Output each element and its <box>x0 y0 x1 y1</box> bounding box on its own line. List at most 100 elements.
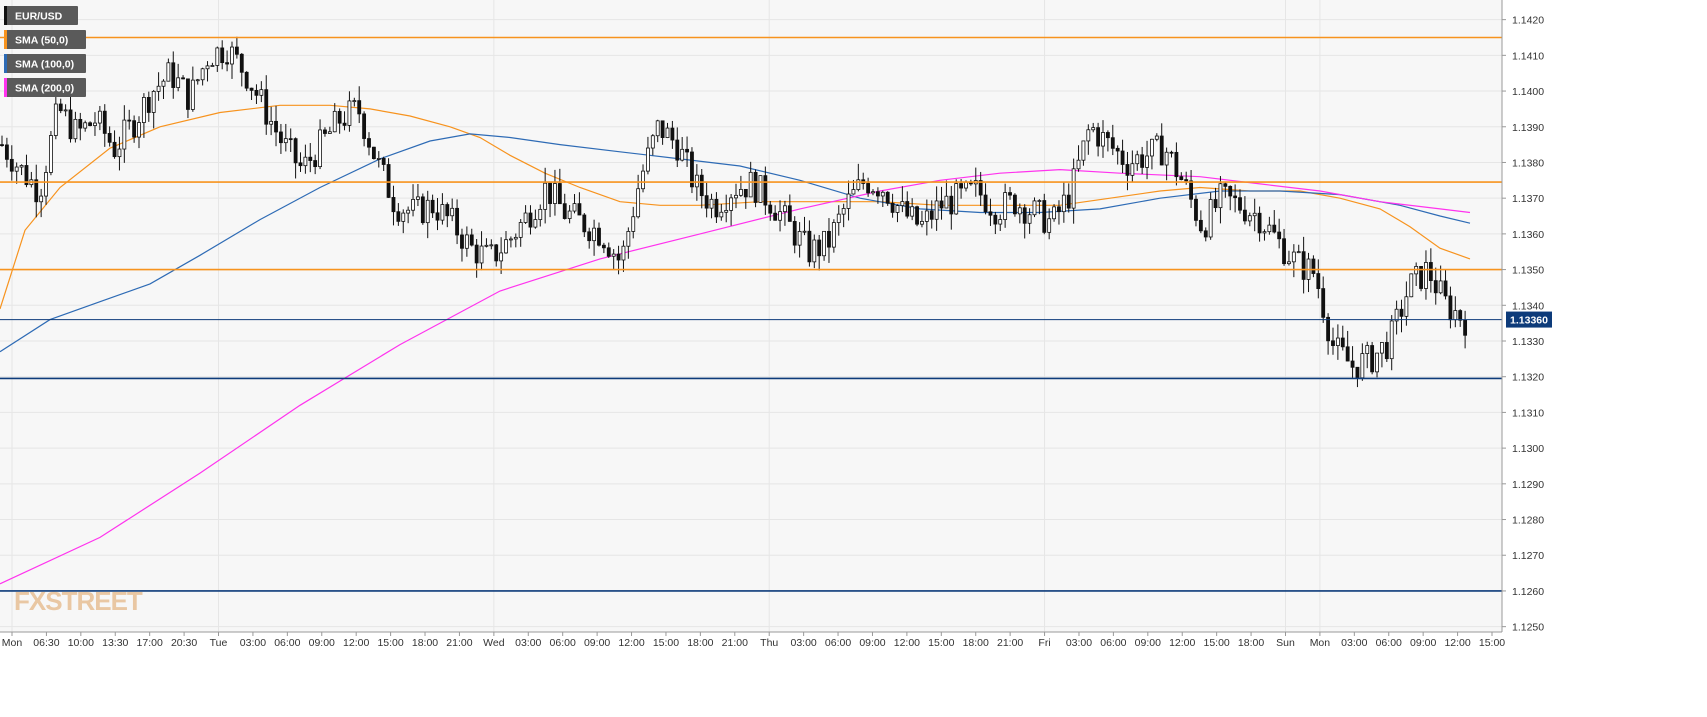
candle-down <box>582 214 587 233</box>
candle-up <box>729 197 734 211</box>
candle-up <box>636 188 641 218</box>
candle-down <box>773 212 778 221</box>
candle-down <box>807 230 812 263</box>
candle-up <box>783 205 787 213</box>
candle-up <box>758 175 763 203</box>
candle-down <box>1110 137 1115 149</box>
x-tick-label: 03:00 <box>1066 637 1092 649</box>
candle-down <box>445 204 450 217</box>
x-tick-label: 03:00 <box>515 637 541 649</box>
candle-up <box>283 138 288 144</box>
candle-up <box>880 191 885 197</box>
candle-up <box>646 147 650 172</box>
candle-down <box>0 144 4 147</box>
candle-up <box>1409 273 1414 298</box>
candle-up <box>1438 280 1443 294</box>
candle-down <box>435 212 440 221</box>
candle-down <box>68 109 73 140</box>
candle-down <box>293 138 298 164</box>
candle-down <box>1433 280 1438 294</box>
candle-up <box>626 231 631 247</box>
candle-down <box>597 227 601 246</box>
candle-down <box>792 221 797 246</box>
candle-down <box>890 202 895 213</box>
candle-down <box>675 139 680 161</box>
candle-up <box>156 85 161 92</box>
candle-up <box>650 135 655 149</box>
y-tick-label: 1.1340 <box>1512 300 1544 312</box>
y-tick-label: 1.1330 <box>1512 336 1544 348</box>
candle-up <box>489 244 494 247</box>
candle-down <box>1233 195 1238 199</box>
candle-up <box>1453 310 1458 321</box>
candle-down <box>1350 360 1355 368</box>
candle-down <box>1311 258 1316 274</box>
candle-up <box>1091 127 1096 131</box>
candle-down <box>1105 132 1110 139</box>
horizontal-levels <box>0 36 1502 592</box>
candle-down <box>494 244 499 262</box>
x-tick-label: 12:00 <box>1444 637 1470 649</box>
candle-down <box>601 244 606 249</box>
candle-up <box>352 100 357 103</box>
candle-down <box>1242 209 1247 222</box>
candle-down <box>1198 219 1203 232</box>
x-tick-label: 18:00 <box>1238 637 1264 649</box>
candle-up <box>1287 261 1291 265</box>
candle-down <box>690 151 694 188</box>
y-tick-label: 1.1350 <box>1512 265 1544 277</box>
candle-up <box>1003 192 1008 220</box>
candle-up <box>655 120 660 137</box>
candle-down <box>1179 176 1184 181</box>
x-tick-label: 06:00 <box>274 637 300 649</box>
x-tick-label: 09:00 <box>1135 637 1161 649</box>
x-tick-label: 21:00 <box>997 637 1023 649</box>
candle-up <box>205 65 210 70</box>
candle-up <box>122 119 127 150</box>
candle-up <box>464 234 469 249</box>
legend-item <box>4 30 86 49</box>
candle-up <box>621 245 626 261</box>
y-tick-label: 1.1260 <box>1512 586 1544 598</box>
candle-up <box>1267 224 1272 233</box>
candle-down <box>1174 151 1179 178</box>
sma-line <box>0 133 1471 353</box>
candle-down <box>1125 164 1130 176</box>
candle-up <box>778 211 782 221</box>
candle-up <box>709 198 714 209</box>
candle-down <box>357 100 362 115</box>
legend-swatch <box>4 6 7 25</box>
candle-down <box>4 144 9 160</box>
candle-up <box>1150 138 1154 157</box>
candle-down <box>186 78 190 110</box>
candle-down <box>112 141 117 158</box>
candle-down <box>1184 179 1189 182</box>
candle-down <box>58 103 63 112</box>
candle-down <box>1277 231 1282 240</box>
legend-item <box>4 54 86 73</box>
candle-up <box>611 253 616 257</box>
candle-down <box>787 205 792 222</box>
candle-up <box>411 198 415 211</box>
x-tick-label: 20:30 <box>171 637 197 649</box>
x-tick-label: 09:00 <box>859 637 885 649</box>
candle-up <box>425 199 430 224</box>
candle-down <box>704 195 709 209</box>
candle-up <box>1027 214 1032 224</box>
plot-background <box>0 0 1502 632</box>
x-tick-label: 15:00 <box>1479 637 1505 649</box>
y-tick-label: 1.1420 <box>1512 15 1544 27</box>
candle-down <box>763 175 768 206</box>
legend-label: SMA (200,0) <box>15 83 74 95</box>
legend-label: SMA (100,0) <box>15 59 74 71</box>
candle-up <box>44 172 48 197</box>
candle-up <box>802 230 807 233</box>
candle-up <box>161 80 166 87</box>
candle-up <box>1389 320 1394 360</box>
candle-up <box>1081 140 1086 161</box>
candle-down <box>827 230 831 248</box>
candle-down <box>381 158 386 165</box>
x-tick-label: 15:00 <box>377 637 403 649</box>
x-tick-label: 10:00 <box>68 637 94 649</box>
x-tick-label: 18:00 <box>412 637 438 649</box>
